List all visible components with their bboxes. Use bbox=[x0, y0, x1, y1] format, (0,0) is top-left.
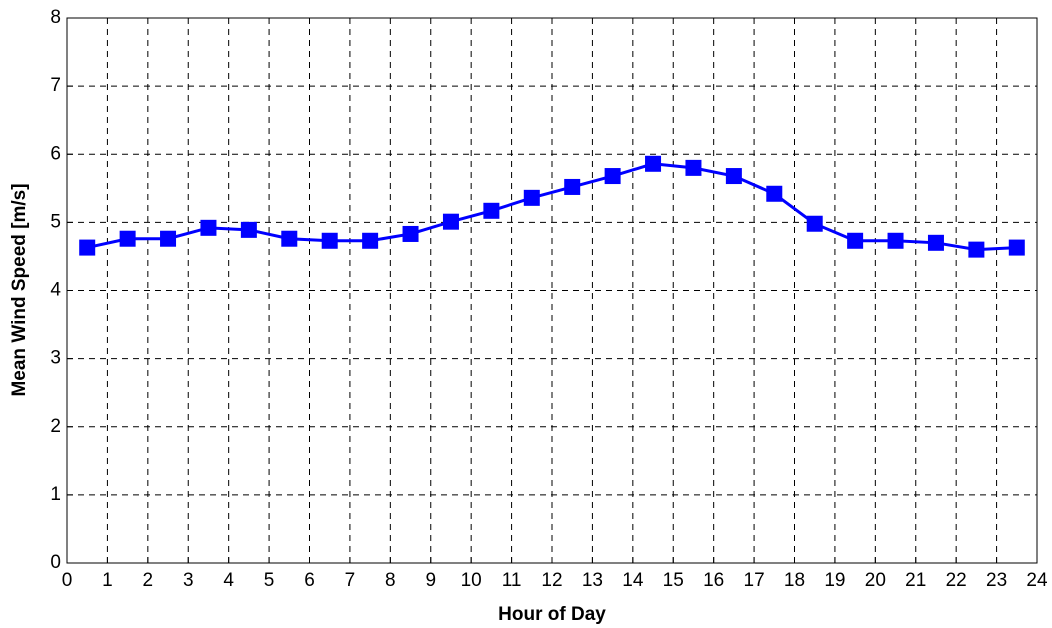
x-tick-label: 11 bbox=[502, 570, 522, 591]
x-tick-label: 18 bbox=[784, 570, 805, 591]
x-tick-label: 4 bbox=[223, 570, 234, 591]
x-tick-label: 22 bbox=[946, 570, 967, 591]
data-marker bbox=[200, 219, 217, 236]
data-marker bbox=[887, 232, 904, 249]
x-tick-label: 7 bbox=[345, 570, 356, 591]
x-tick-label: 6 bbox=[304, 570, 315, 591]
x-tick-label: 13 bbox=[582, 570, 603, 591]
y-tick-label: 6 bbox=[50, 143, 61, 164]
data-marker bbox=[281, 230, 298, 247]
data-marker bbox=[442, 213, 459, 230]
y-tick-label: 7 bbox=[50, 75, 61, 96]
data-marker bbox=[523, 189, 540, 206]
data-marker bbox=[968, 241, 985, 258]
data-marker bbox=[79, 239, 96, 256]
x-tick-label: 0 bbox=[62, 570, 73, 591]
data-marker bbox=[927, 234, 944, 251]
x-tick-label: 21 bbox=[905, 570, 926, 591]
data-marker bbox=[766, 185, 783, 202]
y-tick-label: 4 bbox=[50, 280, 61, 301]
data-marker bbox=[645, 155, 662, 172]
x-tick-label: 1 bbox=[102, 570, 113, 591]
data-marker bbox=[321, 232, 338, 249]
data-marker bbox=[725, 168, 742, 185]
x-tick-label: 17 bbox=[744, 570, 765, 591]
x-tick-label: 8 bbox=[385, 570, 396, 591]
x-tick-label: 15 bbox=[663, 570, 684, 591]
x-tick-label: 3 bbox=[183, 570, 194, 591]
x-tick-label: 23 bbox=[986, 570, 1007, 591]
x-tick-label: 12 bbox=[541, 570, 562, 591]
x-tick-label: 9 bbox=[425, 570, 436, 591]
y-tick-label: 5 bbox=[50, 211, 61, 232]
data-marker bbox=[604, 168, 621, 185]
y-axis-label: Mean Wind Speed [m/s] bbox=[9, 183, 30, 396]
data-marker bbox=[240, 221, 257, 238]
x-tick-label: 14 bbox=[622, 570, 644, 591]
data-marker bbox=[1008, 239, 1025, 256]
data-marker bbox=[564, 178, 581, 195]
data-marker bbox=[685, 159, 702, 176]
x-tick-label: 20 bbox=[865, 570, 886, 591]
data-marker bbox=[160, 230, 177, 247]
y-tick-label: 2 bbox=[50, 416, 61, 437]
x-axis-label: Hour of Day bbox=[498, 604, 606, 625]
data-marker bbox=[362, 232, 379, 249]
data-marker bbox=[483, 202, 500, 219]
y-tick-label: 3 bbox=[50, 348, 61, 369]
data-marker bbox=[847, 232, 864, 249]
data-marker bbox=[806, 215, 823, 232]
x-tick-label: 16 bbox=[703, 570, 724, 591]
x-tick-label: 5 bbox=[264, 570, 275, 591]
y-tick-label: 0 bbox=[50, 552, 61, 573]
x-tick-label: 19 bbox=[824, 570, 845, 591]
x-tick-label: 2 bbox=[143, 570, 154, 591]
plot-frame bbox=[66, 17, 1038, 564]
data-marker bbox=[119, 230, 136, 247]
data-marker bbox=[402, 225, 419, 242]
x-tick-label: 24 bbox=[1026, 570, 1048, 591]
y-tick-label: 1 bbox=[50, 484, 61, 505]
y-tick-label: 8 bbox=[50, 7, 61, 28]
x-tick-label: 10 bbox=[461, 570, 482, 591]
